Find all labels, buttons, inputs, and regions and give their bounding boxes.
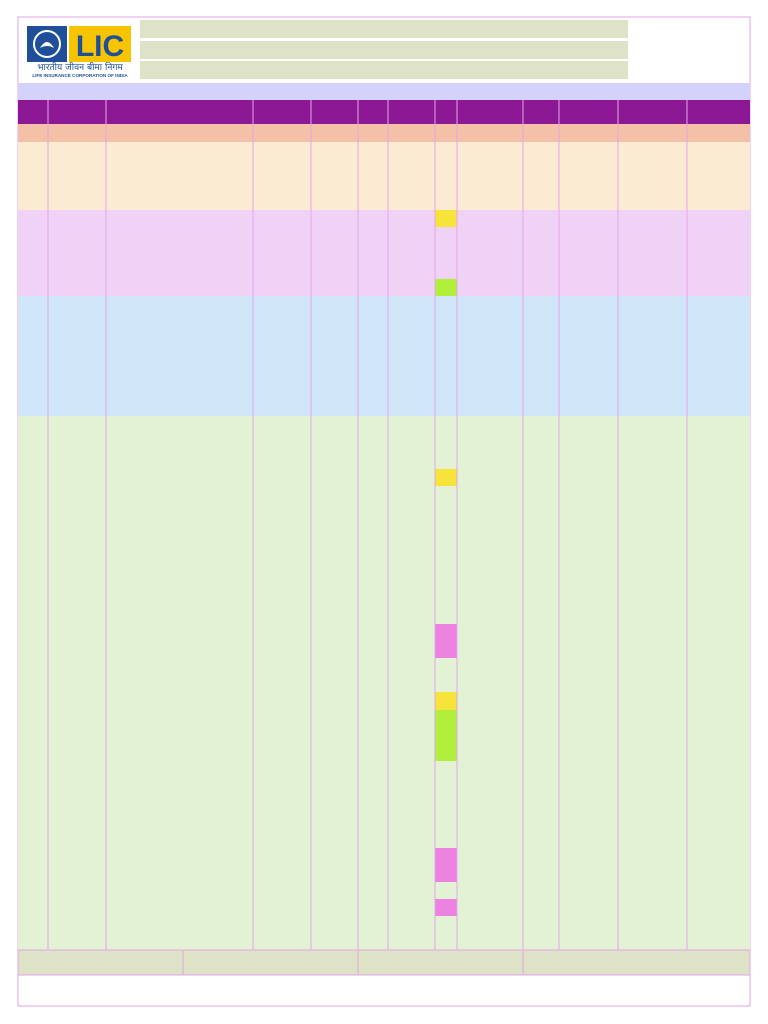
row-group — [18, 296, 750, 416]
header-bar — [140, 61, 628, 79]
status-cell — [435, 710, 457, 761]
status-cell — [435, 469, 457, 486]
logo-english: LIFE INSURANCE CORPORATION OF INDIA — [32, 73, 128, 78]
row-group — [18, 210, 750, 296]
logo-emblem-ring — [33, 30, 61, 58]
row-group — [18, 142, 750, 210]
status-cell — [435, 279, 457, 296]
header-bar — [140, 41, 628, 59]
status-cell — [435, 624, 457, 658]
status-cell — [435, 899, 457, 916]
status-cell — [435, 848, 457, 882]
title-band — [18, 83, 750, 100]
section-row — [18, 124, 750, 142]
header-bar — [140, 20, 628, 38]
footer-row — [17, 949, 751, 976]
status-cell — [435, 210, 457, 227]
logo: LIC भारतीय जीवन बीमा निगम LIFE INSURANCE… — [27, 26, 131, 78]
logo-box — [69, 26, 131, 62]
status-cell — [435, 692, 457, 710]
row-group — [18, 416, 750, 950]
logo-emblem-hands — [40, 42, 54, 48]
status-cells — [435, 210, 457, 916]
logo-hindi: भारतीय जीवन बीमा निगम — [37, 61, 123, 73]
column-lines — [47, 100, 688, 950]
logo-name: LIC — [76, 30, 124, 63]
column-header-row — [18, 100, 750, 124]
